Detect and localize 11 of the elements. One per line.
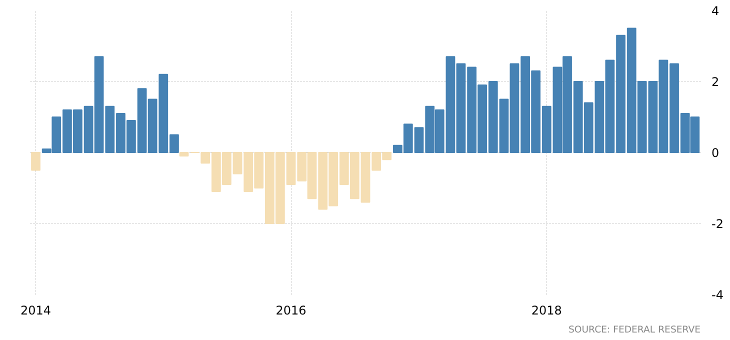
y-tick-label: -4: [712, 288, 724, 302]
bar: [31, 152, 40, 171]
y-tick-label: 4: [712, 4, 720, 18]
bar: [179, 152, 189, 157]
y-tick-label: 0: [712, 146, 720, 160]
x-tick-label: 2018: [531, 304, 562, 318]
x-tick-label: 2014: [20, 304, 52, 318]
y-tick-label: 2: [712, 75, 720, 89]
y-tick-label: -2: [712, 217, 724, 231]
source-note: SOURCE: FEDERAL RESERVE: [568, 324, 701, 336]
x-tick-label: 2016: [276, 304, 306, 318]
